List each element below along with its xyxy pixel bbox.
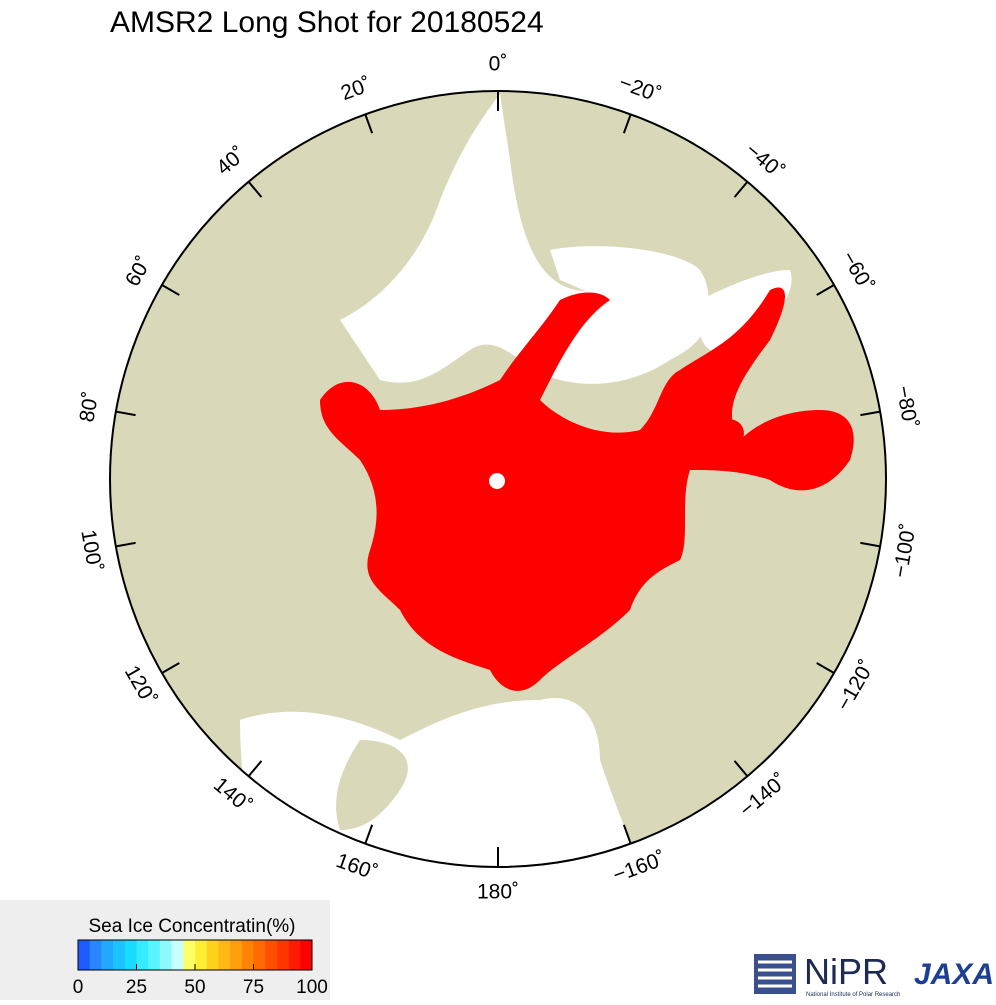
nipr-text: NiPR	[804, 951, 888, 992]
open-water	[240, 698, 640, 867]
longitude-label: 120˚	[120, 662, 161, 710]
colorbar-swatch	[89, 940, 102, 970]
pole-hole	[489, 473, 505, 489]
colorbar-title: Sea Ice Concentratin(%)	[89, 916, 296, 937]
colorbar-swatch	[253, 940, 266, 970]
colorbar: 0 25 50 75 100	[73, 939, 328, 998]
colorbar-swatch	[276, 940, 289, 970]
longitude-label: −160˚	[610, 847, 669, 887]
colorbar-swatch	[288, 940, 301, 970]
nipr-icon-lines	[758, 960, 792, 988]
longitude-label: 180˚	[477, 881, 519, 904]
colorbar-swatch	[183, 940, 196, 970]
colorbar-swatch	[113, 940, 126, 970]
colorbar-swatch	[171, 940, 184, 970]
longitude-label: 160˚	[333, 849, 380, 885]
longitude-label: −40˚	[741, 139, 788, 184]
nipr-icon	[754, 954, 796, 994]
colorbar-swatch	[230, 940, 243, 970]
colorbar-swatch	[136, 940, 149, 970]
longitude-label: 0˚	[489, 53, 508, 76]
longitude-label: 40˚	[212, 143, 250, 180]
longitude-tick	[816, 284, 835, 296]
colorbar-swatch	[159, 940, 172, 970]
colorbar-tick-label: 25	[126, 977, 147, 998]
longitude-tick	[115, 541, 136, 548]
longitude-tick	[161, 284, 180, 296]
longitude-tick	[364, 824, 374, 844]
colorbar-tick-label: 0	[73, 977, 84, 998]
longitude-tick	[247, 760, 263, 777]
colorbar-swatch	[124, 940, 137, 970]
colorbar-tick-label: 50	[184, 977, 205, 998]
longitude-label: 80˚	[75, 390, 103, 424]
longitude-tick	[622, 824, 632, 844]
longitude-label: 20˚	[338, 73, 374, 105]
longitude-label: 60˚	[121, 253, 156, 291]
longitude-tick	[733, 760, 749, 777]
colorbar-swatch	[206, 940, 219, 970]
longitude-tick	[247, 181, 263, 198]
jaxa-logo: JAXA	[914, 958, 994, 991]
colorbar-swatch	[218, 940, 231, 970]
open-water	[550, 246, 709, 350]
longitude-tick	[115, 410, 136, 417]
colorbar-swatch	[101, 940, 114, 970]
longitude-tick	[860, 541, 881, 548]
longitude-tick	[622, 114, 632, 134]
longitude-label: −100˚	[889, 522, 921, 579]
nipr-subtitle: National Institute of Polar Research	[806, 992, 900, 998]
colorbar-swatch	[148, 940, 161, 970]
colorbar-tick-label: 75	[243, 977, 264, 998]
colorbar-swatch	[300, 940, 313, 970]
colorbar-swatch	[265, 940, 278, 970]
nipr-logo: NiPR National Institute of Polar Researc…	[754, 951, 900, 998]
open-water	[700, 270, 792, 354]
open-water	[340, 94, 707, 384]
longitude-label: −80˚	[892, 384, 922, 430]
colorbar-tick-label: 100	[296, 977, 328, 998]
longitude-tick	[733, 181, 749, 198]
longitude-tick	[816, 662, 835, 674]
longitude-tick	[860, 410, 881, 417]
colorbar-swatch	[241, 940, 254, 970]
title: AMSR2 Long Shot for 20180524	[110, 6, 544, 39]
map-body	[110, 91, 886, 867]
longitude-tick	[161, 662, 180, 674]
longitude-label: 100˚	[76, 528, 106, 573]
colorbar-swatch	[78, 940, 90, 970]
longitude-label: −60˚	[837, 247, 878, 295]
sea-ice	[320, 287, 854, 691]
sea-ice	[714, 419, 744, 447]
longitude-label: 140˚	[209, 773, 256, 818]
land	[336, 740, 408, 830]
longitude-label: −20˚	[616, 71, 664, 107]
colorbar-swatch	[195, 940, 207, 970]
longitude-tick	[364, 114, 374, 134]
